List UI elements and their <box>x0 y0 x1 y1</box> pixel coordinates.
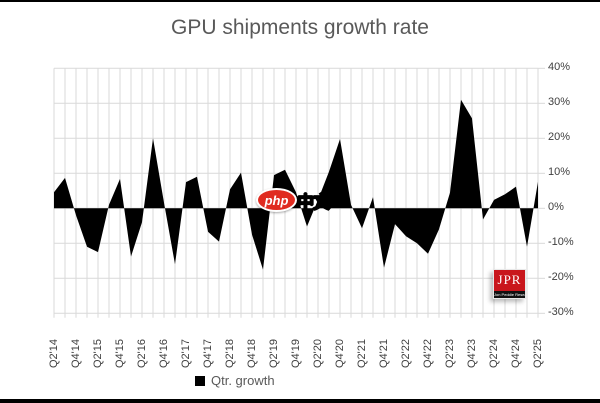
x-axis-tick-label: Q2'19 <box>268 338 280 368</box>
y-axis-tick-label: -30% <box>548 306 574 319</box>
y-axis-tick-label: -10% <box>548 236 574 249</box>
y-axis-tick-label: 0% <box>548 201 564 214</box>
legend-swatch-qtr-growth <box>195 375 205 386</box>
x-axis-tick-label: Q4'21 <box>378 338 390 368</box>
legend: Qtr. growth <box>195 373 275 388</box>
y-axis-tick-label: 30% <box>548 96 571 109</box>
x-axis-tick-label: Q2'22 <box>400 338 412 368</box>
legend-label: Qtr. growth <box>211 373 275 388</box>
php-watermark-text: php <box>264 192 289 208</box>
x-axis-tick-label: Q4'20 <box>334 338 346 368</box>
jpr-logo-subtext: Jon Peddie Research <box>494 291 525 298</box>
jpr-logo: JPR Jon Peddie Research <box>493 269 526 299</box>
x-axis-tick-label: Q4'15 <box>114 338 126 368</box>
x-axis-tick-label: Q4'23 <box>466 338 478 368</box>
x-axis-tick-label: Q2'20 <box>312 338 324 368</box>
x-axis-tick-label: Q2'24 <box>488 338 500 368</box>
x-axis-tick-label: Q2'15 <box>92 338 104 368</box>
y-axis-tick-label: -20% <box>548 271 574 284</box>
x-axis-tick-label: Q2'23 <box>444 338 456 368</box>
x-axis-tick-label: Q4'14 <box>70 338 82 368</box>
x-axis-tick-label: Q2'25 <box>532 338 544 368</box>
x-axis-tick-label: Q4'17 <box>202 338 214 368</box>
x-axis-tick-label: Q4'24 <box>510 338 522 368</box>
x-axis-tick-label: Q2'17 <box>180 338 192 368</box>
x-axis-tick-label: Q4'22 <box>422 338 434 368</box>
x-axis-tick-label: Q4'18 <box>246 338 258 368</box>
php-watermark-badge: php <box>256 188 297 212</box>
qtr-growth-area-series <box>54 99 538 270</box>
x-axis-tick-label: Q2'21 <box>356 338 368 368</box>
y-axis-tick-label: 20% <box>548 131 571 144</box>
jpr-logo-text: JPR <box>497 272 522 287</box>
x-axis-tick-label: Q4'16 <box>158 338 170 368</box>
top-border-bar <box>0 0 600 2</box>
x-axis-tick-label: Q2'18 <box>224 338 236 368</box>
bottom-border-bar <box>0 399 600 403</box>
y-axis-tick-label: 10% <box>548 166 571 179</box>
chart-title: GPU shipments growth rate <box>171 16 429 39</box>
x-axis-tick-label: Q2'14 <box>48 338 60 368</box>
y-axis-tick-label: 40% <box>548 61 571 74</box>
x-axis-tick-label: Q4'19 <box>290 338 302 368</box>
x-axis-tick-label: Q2'16 <box>136 338 148 368</box>
cn-watermark-text: 中文 <box>297 193 331 213</box>
